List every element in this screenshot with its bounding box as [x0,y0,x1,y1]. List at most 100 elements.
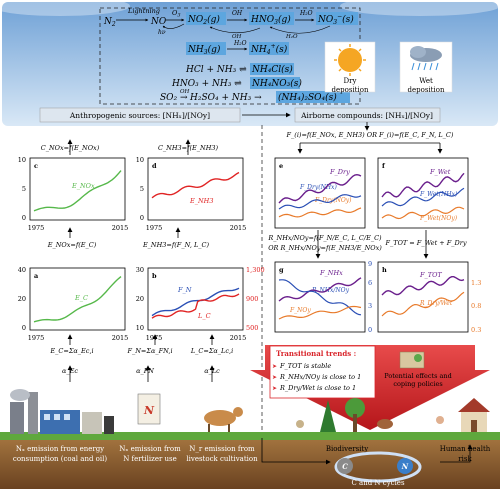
hv-arrow [162,23,185,29]
x-tick: 2015 [112,224,129,232]
trend-item-3: R_Dry/Wet is close to 1 [279,384,356,392]
o3-label: O3 [172,9,181,19]
nh4no3-box [250,77,300,89]
series-label: F_Wet(NOy) [419,215,458,222]
nh3-box [186,42,226,55]
series-label: E_NH3 [189,197,214,205]
panel-f: f F_Wet F_Wet(NHx) F_Wet(NOy) [377,157,469,229]
series-label: F_Dry(NHx) [299,184,337,191]
y-right-tick: 500 [246,324,258,332]
deer-icon [377,419,393,429]
y-tick: 10 [18,156,26,164]
cycles-label: C and N cycles [351,479,404,487]
cattle-illustration [204,407,243,432]
panel-letter: c [34,162,38,170]
bottom-label-2-line-2: N fertilizer use [123,455,177,463]
panel-letter: h [382,266,387,274]
x-tick: 2015 [230,224,247,232]
person-icon [436,416,444,424]
y-tick: 20 [18,295,26,303]
h2o-label-2: H₂O [285,34,298,40]
reaction-2-left: HNO₃ + NH₃ ⇌ [171,79,242,89]
bottom-label-3-line-1: N_r emission from [189,445,255,453]
lc-line [151,293,240,319]
panel-letter: f [382,162,386,170]
trend-item-2: R_NHx/NOy is close to 1 [279,373,361,381]
panel-letter: e [279,162,283,170]
h2o-label-3: H₂O [233,40,247,47]
tree-icon [320,400,336,432]
nitrogen-icon [397,458,413,474]
e-nox-eq: E_NOx=f(E_C) [47,241,97,249]
trends-title: Transitional trends : [276,349,356,358]
reaction-3-mid: H₂SO₄ + NH₃ → [189,93,262,103]
anthropogenic-header: Anthropogenic sources: [NHₓ]/[NOy] [69,111,210,120]
series-label: E_C [74,294,88,302]
no2-label: NO2(g) [187,14,220,26]
r-mid-eq-2: OR R_NHx/NOy=f(E_NH3/E_NOx) [268,244,382,252]
cow-icon [204,410,236,426]
y-tick: 0 [22,324,26,332]
svg-text:➤: ➤ [272,385,277,392]
sun-icon [338,48,362,72]
y-tick: 10 [136,324,144,332]
fwet-nhx-line [381,187,465,207]
x-tick: 1975 [28,334,45,342]
globe-icon [414,354,422,362]
no2-box [186,12,226,25]
lc-sum-eq: L_C=Σα_Lc,i [190,347,233,355]
reaction-3-so2: SO₂ → [160,93,188,103]
ec-line [33,276,122,323]
alpha-fn: α_FN [136,367,154,375]
dry-deposition-label-1: Dry [344,77,357,85]
oh-label-1: OH [232,10,243,17]
panel-frame [377,261,469,333]
right-arrows [297,122,443,259]
wet-deposition-label-2: deposition [408,86,445,94]
f-top-eq: F_(i)=f(E_NOx, E_NH3) OR F_(i)=f(E_C, F_… [286,131,454,139]
series-label: R_Dry/Wet [419,300,453,307]
potential-line-2: coping policies [393,380,442,388]
ec-sum-eq: E_C=Σα_Ec,i [49,347,93,355]
hno3-label: HNO3(g) [250,14,291,26]
rdry-wet-line [381,291,465,317]
series-label: F_N [177,286,192,294]
series-label: F_TOT [419,271,442,279]
fertilizer-illustration: N [137,393,161,425]
lightning-label: Lightning [127,7,160,15]
chemistry-reactions: N2 Lightning NO O3 hν NO2(g) OH HNO3(g) … [103,7,358,103]
bottom-label-2-line-1: Nₓ emission from [119,445,181,453]
factory-illustration [10,389,114,434]
nh3-label: NH3(g) [187,44,221,56]
health-label-2: risk [458,455,472,463]
cycles-illustration: C N C and N cycles [261,438,473,487]
svg-text:➤: ➤ [272,363,277,370]
cloud [340,0,500,16]
bottom-label-1-line-1: Nₓ emission from energy [16,445,104,453]
house-illustration [436,398,490,432]
e-nh3-eq: E_NH3=f(F_N, L_C) [142,241,210,249]
nh4ion-label: NH4+(s) [250,43,288,56]
series-label: R_NHx/NOy [311,287,350,294]
nh4-box [249,42,289,55]
grass-strip [0,432,500,440]
fwet-line [381,172,465,198]
fn-sum-eq: F_N=Σα_FN,i [126,347,172,355]
y-tick: 40 [18,266,26,274]
cycles-arrow-left [261,438,331,465]
y-tick: 20 [136,295,144,303]
soil-strip [0,438,500,489]
y-tick: 5 [22,185,26,193]
wet-deposition-label-1: Wet [419,77,433,85]
panel-frame [147,157,244,221]
fnhx-line [278,277,362,302]
y-tick: 10 [136,156,144,164]
enh3-line [151,171,240,199]
series-label: F_Wet [429,168,451,176]
ftot-line [381,276,465,296]
y-right-tick: 900 [246,295,258,303]
trends-box [269,345,376,399]
left-arrows [67,139,215,382]
